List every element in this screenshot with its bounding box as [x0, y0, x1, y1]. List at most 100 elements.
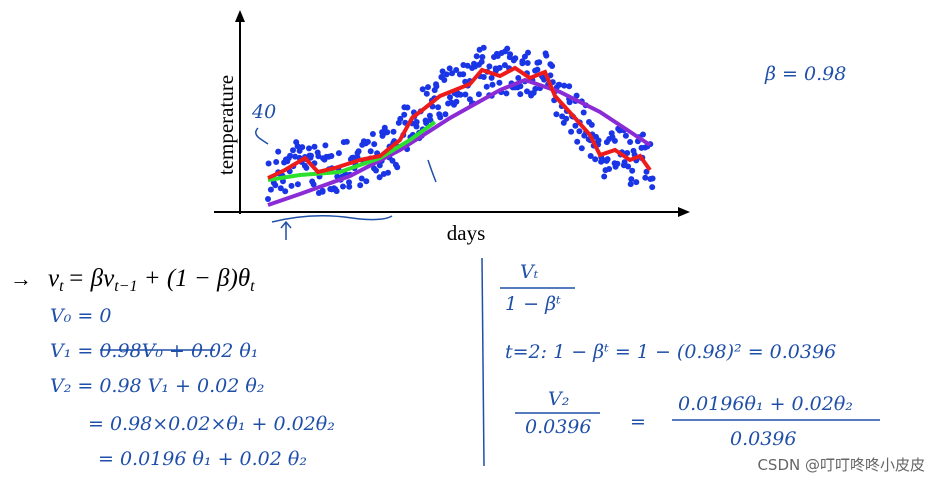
f: t	[59, 278, 64, 295]
dot	[413, 119, 420, 125]
dot	[277, 185, 284, 192]
f: = βv	[68, 265, 116, 292]
dot	[369, 131, 376, 137]
watermark: CSDN @叮叮咚咚小皮皮	[757, 456, 925, 474]
dot	[376, 174, 383, 181]
dot	[572, 122, 579, 129]
dot	[449, 70, 456, 77]
note: = 0.98×0.02×θ₁ + 0.02θ₂	[88, 413, 335, 435]
equals: =	[630, 411, 646, 433]
dot	[512, 55, 519, 62]
note: = 0.0196 θ₁ + 0.02 θ₂	[98, 448, 307, 470]
dot	[355, 148, 362, 155]
dot	[501, 62, 508, 69]
dot	[389, 157, 396, 164]
dot	[633, 179, 640, 186]
note-arrow	[255, 127, 269, 145]
dot	[294, 181, 301, 188]
dot	[542, 50, 549, 57]
dot	[299, 144, 306, 151]
dot	[441, 77, 448, 83]
dot	[358, 175, 365, 182]
dot	[275, 148, 282, 155]
dot	[496, 64, 503, 71]
dot	[265, 196, 271, 202]
pointer	[280, 220, 292, 240]
dot	[483, 83, 490, 90]
dot	[322, 142, 329, 149]
dot	[627, 181, 634, 188]
dot	[453, 67, 460, 73]
dot	[443, 71, 450, 78]
red-curve	[267, 65, 652, 180]
dot	[553, 111, 560, 118]
dot	[606, 166, 613, 172]
dot	[493, 50, 500, 57]
dot	[425, 84, 431, 91]
dot	[367, 148, 374, 155]
dot	[319, 188, 326, 195]
dot	[496, 79, 503, 86]
dot	[524, 60, 531, 66]
f: t−1	[114, 278, 137, 295]
dot	[294, 143, 301, 150]
dot	[349, 154, 356, 161]
dot	[314, 149, 321, 156]
dot	[580, 109, 587, 116]
dot	[556, 81, 563, 88]
dot	[328, 153, 335, 159]
dot	[397, 115, 404, 122]
dot	[517, 83, 524, 90]
v2-bottom: 0.0396	[525, 416, 591, 438]
scatter-points	[265, 44, 656, 202]
dot	[566, 99, 573, 106]
dot	[390, 128, 397, 135]
dot	[267, 186, 274, 193]
dot	[532, 85, 539, 92]
dot	[364, 138, 371, 145]
dot	[447, 94, 453, 101]
dot	[488, 74, 495, 81]
dot	[473, 53, 480, 60]
dot	[307, 154, 314, 161]
dot	[515, 75, 522, 81]
dot	[604, 156, 611, 163]
dot	[628, 176, 635, 183]
dot	[346, 179, 352, 186]
dot	[290, 147, 296, 154]
dot	[460, 71, 467, 78]
dot	[419, 86, 426, 93]
dot	[404, 104, 411, 111]
dot	[592, 156, 599, 163]
brace	[271, 215, 393, 223]
dot	[384, 129, 391, 136]
dot	[446, 65, 453, 72]
dot	[423, 90, 430, 97]
y-label: temperature	[214, 75, 238, 175]
x-arrow	[678, 207, 690, 217]
dot	[392, 161, 399, 168]
note-40: 40	[251, 101, 276, 123]
dot	[536, 59, 543, 66]
dot	[573, 92, 580, 99]
dot	[534, 66, 541, 73]
f: t	[250, 278, 255, 295]
dot	[282, 188, 289, 195]
dot	[568, 128, 575, 135]
dot	[373, 167, 379, 174]
dot	[272, 182, 279, 189]
dot	[480, 44, 487, 51]
tick-mark	[427, 159, 437, 183]
dot	[563, 115, 570, 122]
dot	[335, 150, 342, 157]
rhs-top: 0.0196θ₁ + 0.02θ₂	[678, 393, 853, 415]
dot	[576, 128, 583, 135]
dot	[517, 91, 524, 98]
dot	[371, 141, 378, 148]
dot	[624, 150, 631, 156]
rhs-bottom: 0.0396	[730, 428, 796, 450]
green-curve	[267, 120, 437, 182]
t2-line: t=2: 1 − βᵗ = 1 − (0.98)² = 0.0396	[505, 341, 836, 363]
frac-bottom: 1 − βᵗ	[505, 293, 561, 315]
beta-note: β = 0.98	[764, 63, 846, 85]
